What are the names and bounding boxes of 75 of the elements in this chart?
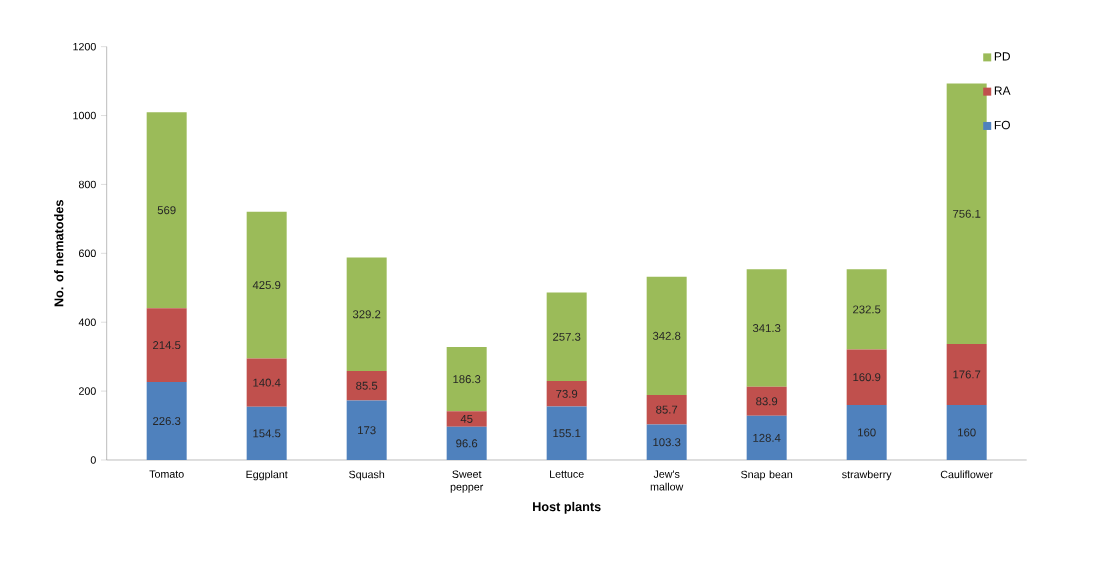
bar [546, 292, 587, 382]
bar [746, 386, 787, 416]
bar [446, 411, 487, 427]
y-tick-label: 1200 [73, 42, 96, 51]
data-label: 569 [157, 206, 176, 215]
data-label: 214.5 [153, 341, 181, 350]
data-label: 45 [460, 415, 473, 423]
data-label: 425.9 [252, 281, 281, 290]
data-label: 186.3 [453, 375, 481, 384]
data-label: 85.7 [656, 405, 678, 414]
bar [546, 406, 587, 460]
y-tick-label: 200 [79, 387, 96, 395]
data-label: 73.9 [556, 389, 578, 398]
data-label: 341.3 [752, 324, 781, 333]
x-tick-label: strawberry [842, 470, 892, 481]
bar [846, 269, 887, 350]
data-label: 756.1 [953, 209, 981, 218]
data-label: 226.3 [153, 417, 181, 426]
x-tick-label: Eggplant [246, 470, 288, 481]
legend-label: PD [994, 52, 1010, 61]
data-label: 329.2 [352, 310, 381, 319]
data-label: 173 [358, 426, 376, 435]
data-label: 232.5 [853, 305, 881, 314]
bar [846, 404, 887, 460]
bar [946, 344, 987, 405]
bar [446, 426, 487, 460]
legend-label: RA [994, 86, 1011, 95]
x-tick-label: Jew's mallow [650, 470, 684, 491]
bar [146, 308, 187, 383]
bar [746, 269, 787, 387]
y-tick-label: 600 [79, 249, 96, 258]
y-tick-label: 400 [78, 318, 96, 326]
x-tick-label: Snap bean [741, 470, 793, 481]
bar [346, 400, 387, 460]
data-label: 342.8 [652, 331, 681, 340]
bar [346, 370, 387, 401]
bar [246, 358, 287, 407]
data-label: 257.3 [553, 332, 581, 341]
bar [446, 347, 487, 412]
y-axis-title: No. of nematodes [54, 200, 64, 307]
bar [946, 83, 987, 345]
legend-label: FO [994, 120, 1010, 130]
data-label: 160 [958, 428, 976, 437]
x-tick-label: Sweet pepper [450, 470, 484, 493]
bar [746, 415, 787, 460]
x-tick-label: Squash [349, 470, 385, 481]
bar [946, 404, 987, 460]
data-label: 103.3 [653, 438, 681, 447]
bar [646, 394, 687, 425]
data-label: 85.5 [356, 381, 378, 390]
bar [146, 112, 187, 309]
y-tick-label: 0 [90, 456, 96, 464]
data-label: 83.9 [756, 397, 778, 406]
y-tick-label: 800 [78, 180, 96, 189]
x-axis-title: Host plants [533, 501, 601, 514]
bar [246, 406, 287, 460]
data-label: 160 [858, 428, 876, 437]
bar [646, 424, 687, 460]
x-tick-label: Tomato [149, 470, 184, 478]
data-label: 96.6 [456, 439, 478, 448]
data-label: 160.9 [853, 373, 881, 382]
bar [146, 382, 187, 460]
data-label: 176.7 [953, 370, 981, 379]
data-label: 154.5 [253, 429, 281, 438]
x-tick-label: Cauliflower [940, 470, 993, 479]
data-label: 128.4 [753, 433, 781, 442]
data-label: 155.1 [553, 429, 581, 438]
bar [846, 349, 887, 405]
bar [646, 276, 687, 395]
bar [546, 381, 587, 407]
x-tick-label: Lettuce [550, 470, 584, 478]
data-label: 140.4 [253, 378, 281, 387]
bar [246, 211, 287, 359]
bar [346, 257, 387, 371]
y-tick-label: 1000 [73, 111, 96, 120]
